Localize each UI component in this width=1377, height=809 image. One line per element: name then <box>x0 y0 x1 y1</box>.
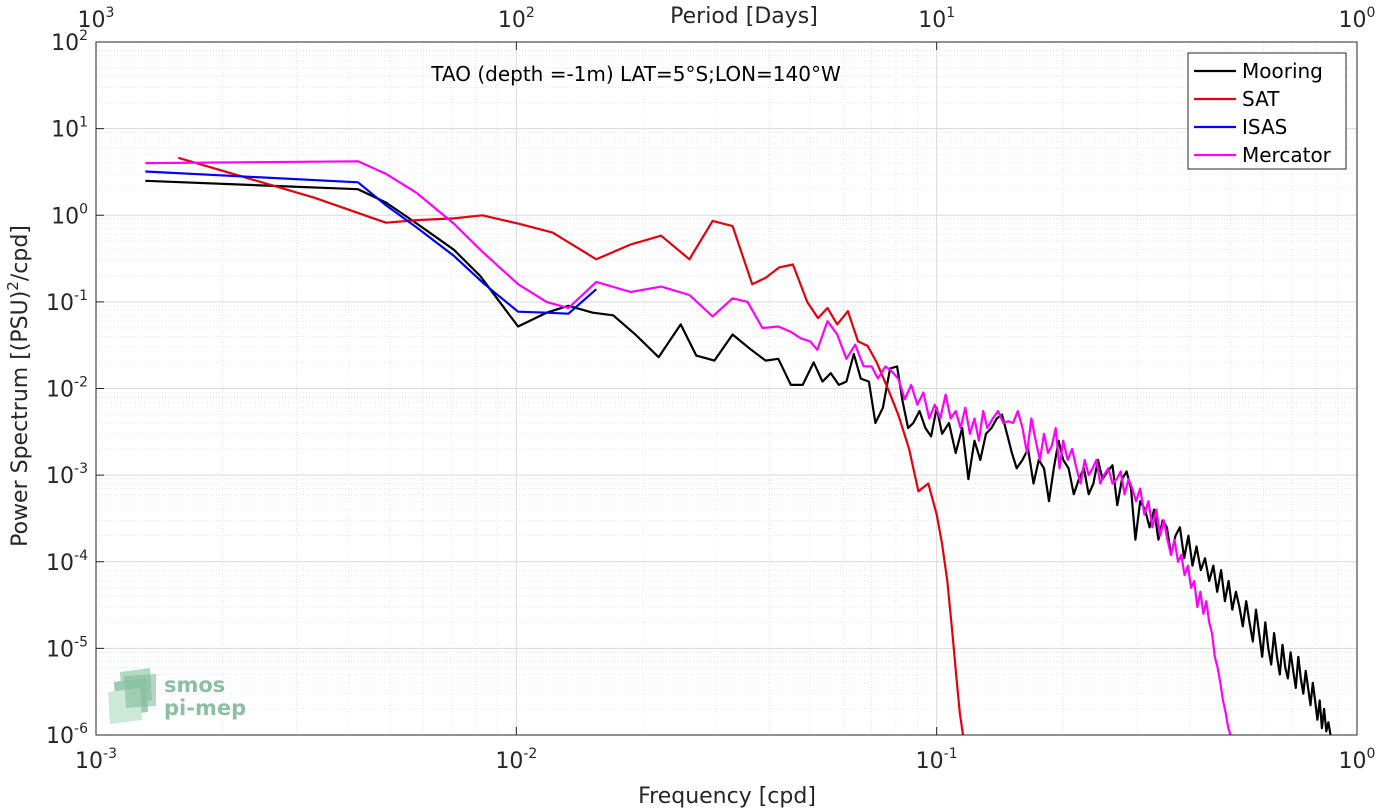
x-tick-label-exponent: -1 <box>944 746 958 762</box>
series-line-mooring <box>145 179 1332 736</box>
legend-label-sat: SAT <box>1242 87 1280 111</box>
y-tick-label-base: 10 <box>46 724 74 749</box>
y-tick-label: 10-5 <box>46 634 88 662</box>
y-tick-label-exponent: -6 <box>74 721 88 737</box>
y-tick-label-base: 10 <box>46 464 74 489</box>
legend-label-mercator: Mercator <box>1242 143 1332 167</box>
y-tick-label-base: 10 <box>51 118 79 143</box>
x-tick-label-base: 10 <box>75 749 103 774</box>
chart-title: TAO (depth =-1m) LAT=5°S;LON=140°W <box>430 62 841 86</box>
logo-line1: smos <box>164 673 225 697</box>
x-tick-label: 10-2 <box>495 746 537 774</box>
y-tick-label-base: 10 <box>51 204 79 229</box>
y-tick-label: 10-1 <box>46 288 88 316</box>
x-tick-label: 10-1 <box>916 746 958 774</box>
y-axis-label: Power Spectrum [(PSU)2/cpd] <box>4 225 33 547</box>
y-tick-label-base: 10 <box>46 378 74 403</box>
x-tick-label-exponent: 0 <box>1367 746 1376 762</box>
top-tick-label-exponent: 2 <box>526 5 535 21</box>
top-tick-label: 100 <box>1339 5 1376 33</box>
x-tick-label-base: 10 <box>916 749 944 774</box>
x-axis-label: Frequency [cpd] <box>638 784 816 809</box>
y-tick-label-base: 10 <box>46 637 74 662</box>
grid <box>95 41 1358 736</box>
top-tick-label-base: 10 <box>78 8 106 33</box>
series-line-sat <box>177 156 965 736</box>
series-line-mercator <box>145 160 1232 736</box>
top-tick-label-exponent: 3 <box>106 5 115 21</box>
top-tick-label-exponent: 1 <box>946 5 955 21</box>
y-tick-label-exponent: -4 <box>74 548 88 564</box>
series-lines <box>145 156 1332 736</box>
legend-label-mooring: Mooring <box>1242 59 1323 83</box>
y-axis-label-superscript: 2 <box>4 281 22 291</box>
top-tick-label-base: 10 <box>1339 8 1367 33</box>
top-tick-label-base: 10 <box>498 8 526 33</box>
y-tick-label-base: 10 <box>46 551 74 576</box>
y-tick-label-exponent: -2 <box>74 375 88 391</box>
y-tick-label-exponent: -3 <box>74 461 88 477</box>
y-axis-label-tail: /cpd] <box>8 225 33 281</box>
y-tick-label-exponent: 2 <box>79 28 88 44</box>
y-tick-label-exponent: 1 <box>79 115 88 131</box>
series-line-isas <box>145 170 598 315</box>
top-tick-label: 101 <box>918 5 955 33</box>
logo-mark-icon <box>108 668 156 724</box>
y-axis-label-base: Power Spectrum [(PSU) <box>8 291 33 547</box>
legend: Mooring SAT ISAS Mercator <box>1187 52 1347 170</box>
x-tick-label-base: 10 <box>1339 749 1367 774</box>
y-tick-label: 10-3 <box>46 461 88 489</box>
legend-label-isas: ISAS <box>1242 115 1287 139</box>
y-tick-label: 102 <box>51 28 88 56</box>
smos-pi-mep-logo: smos pi-mep <box>108 668 246 724</box>
top-tick-label-base: 10 <box>918 8 946 33</box>
y-tick-label-base: 10 <box>51 31 79 56</box>
x-tick-label-exponent: -2 <box>523 746 537 762</box>
top-tick-label-exponent: 0 <box>1367 5 1376 21</box>
y-tick-label: 10-4 <box>46 548 88 576</box>
y-tick-label-exponent: -1 <box>74 288 88 304</box>
y-tick-label: 100 <box>51 201 88 229</box>
legend-box <box>1187 52 1347 170</box>
x-tick-label: 100 <box>1339 746 1376 774</box>
top-axis-label: Period [Days] <box>670 4 818 29</box>
top-tick-label: 103 <box>78 5 115 33</box>
y-tick-label: 10-2 <box>46 375 88 403</box>
logo-line2: pi-mep <box>164 696 246 720</box>
y-tick-label: 101 <box>51 115 88 143</box>
y-tick-label-base: 10 <box>46 291 74 316</box>
y-tick-label-exponent: -5 <box>74 634 88 650</box>
x-tick-label-base: 10 <box>495 749 523 774</box>
x-tick-label-exponent: -3 <box>103 746 117 762</box>
x-tick-label: 10-3 <box>75 746 117 774</box>
y-tick-label-exponent: 0 <box>79 201 88 217</box>
y-tick-label: 10-6 <box>46 721 88 749</box>
top-tick-label: 102 <box>498 5 535 33</box>
